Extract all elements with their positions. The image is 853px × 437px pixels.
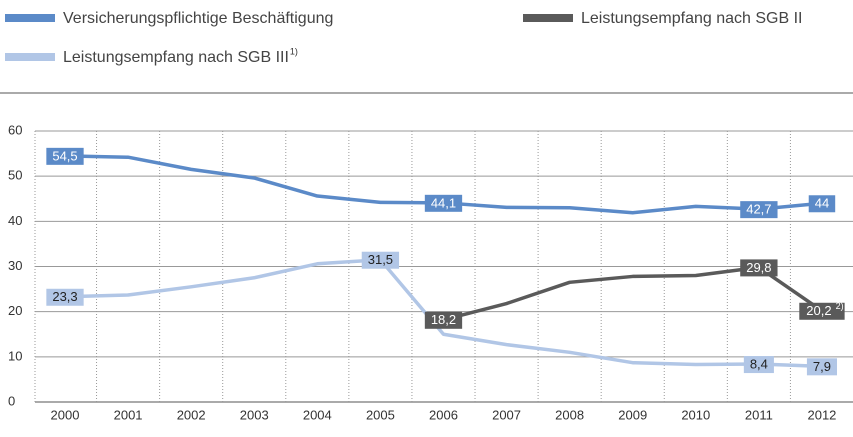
y-tick-label: 50 [8, 168, 22, 183]
x-tick-label: 2002 [177, 407, 206, 422]
line [64, 257, 823, 369]
value-label: 8,4 [743, 356, 774, 374]
x-tick-label: 2004 [303, 407, 332, 422]
value-label-box [46, 147, 84, 165]
value-label: 42,7 [740, 201, 778, 219]
value-label-box [46, 288, 84, 306]
value-label: 23,3 [46, 288, 84, 306]
legend-swatch [523, 14, 573, 22]
value-label-text: 18,2 [431, 312, 456, 327]
y-tick-label: 20 [8, 303, 22, 318]
x-tick-label: 2012 [807, 407, 836, 422]
x-tick-label: 2003 [240, 407, 269, 422]
x-tick-label: 2011 [745, 407, 773, 422]
value-label-text: 31,5 [368, 252, 393, 267]
x-tick-label: 2006 [429, 407, 458, 422]
legend-label: Leistungsempfang nach SGB II [581, 10, 802, 27]
x-tick-label: 2000 [51, 407, 80, 422]
legend-swatch [5, 53, 55, 61]
y-tick-label: 10 [8, 348, 22, 363]
value-label-box [424, 311, 463, 329]
value-label-box [740, 259, 778, 277]
value-label-text: 20,2 [806, 303, 831, 318]
value-label: 20,2 2) [799, 301, 845, 320]
legend-swatch [5, 14, 55, 22]
value-label-box [424, 194, 463, 212]
value-label: 18,2 [424, 311, 463, 329]
legend-label: Leistungsempfang nach SGB III [63, 49, 289, 66]
value-label-box [743, 356, 774, 374]
value-label: 7,9 [806, 358, 837, 376]
value-label-text: 44 [815, 196, 829, 211]
y-tick-label: 60 [8, 122, 22, 137]
value-label: 44,1 [424, 194, 463, 212]
y-tick-label: 0 [8, 393, 15, 408]
value-label-box [799, 302, 845, 320]
value-label-box [806, 358, 837, 376]
value-label-text: 8,4 [750, 356, 768, 371]
x-tick-label: 2010 [681, 407, 710, 422]
value-label-text: 7,9 [813, 359, 831, 374]
value-label: 44 [808, 195, 836, 213]
legend-label: Versicherungspflichtige Beschäftigung [63, 10, 333, 27]
value-label-box [740, 201, 778, 219]
x-tick-label: 2008 [555, 407, 584, 422]
value-label-text: 44,1 [431, 195, 456, 210]
value-label-text: 54,5 [52, 148, 77, 163]
x-tick-label: 2009 [618, 407, 647, 422]
value-label: 29,8 [740, 259, 778, 277]
x-tick-label: 2001 [114, 407, 143, 422]
value-label: 31,5 [361, 251, 400, 269]
value-label-box [361, 251, 400, 269]
legend-note: 1) [290, 46, 298, 56]
value-label-text: 29,8 [746, 260, 771, 275]
value-label-note: 2) [836, 301, 844, 311]
value-label: 54,5 [46, 147, 84, 165]
value-label-text: 23,3 [52, 289, 77, 304]
y-tick-label: 30 [8, 258, 22, 273]
y-tick-label: 40 [8, 213, 22, 228]
value-label-box [808, 195, 836, 213]
value-label-text: 42,7 [746, 202, 771, 217]
x-tick-label: 2007 [492, 407, 521, 422]
x-tick-label: 2005 [366, 407, 395, 422]
